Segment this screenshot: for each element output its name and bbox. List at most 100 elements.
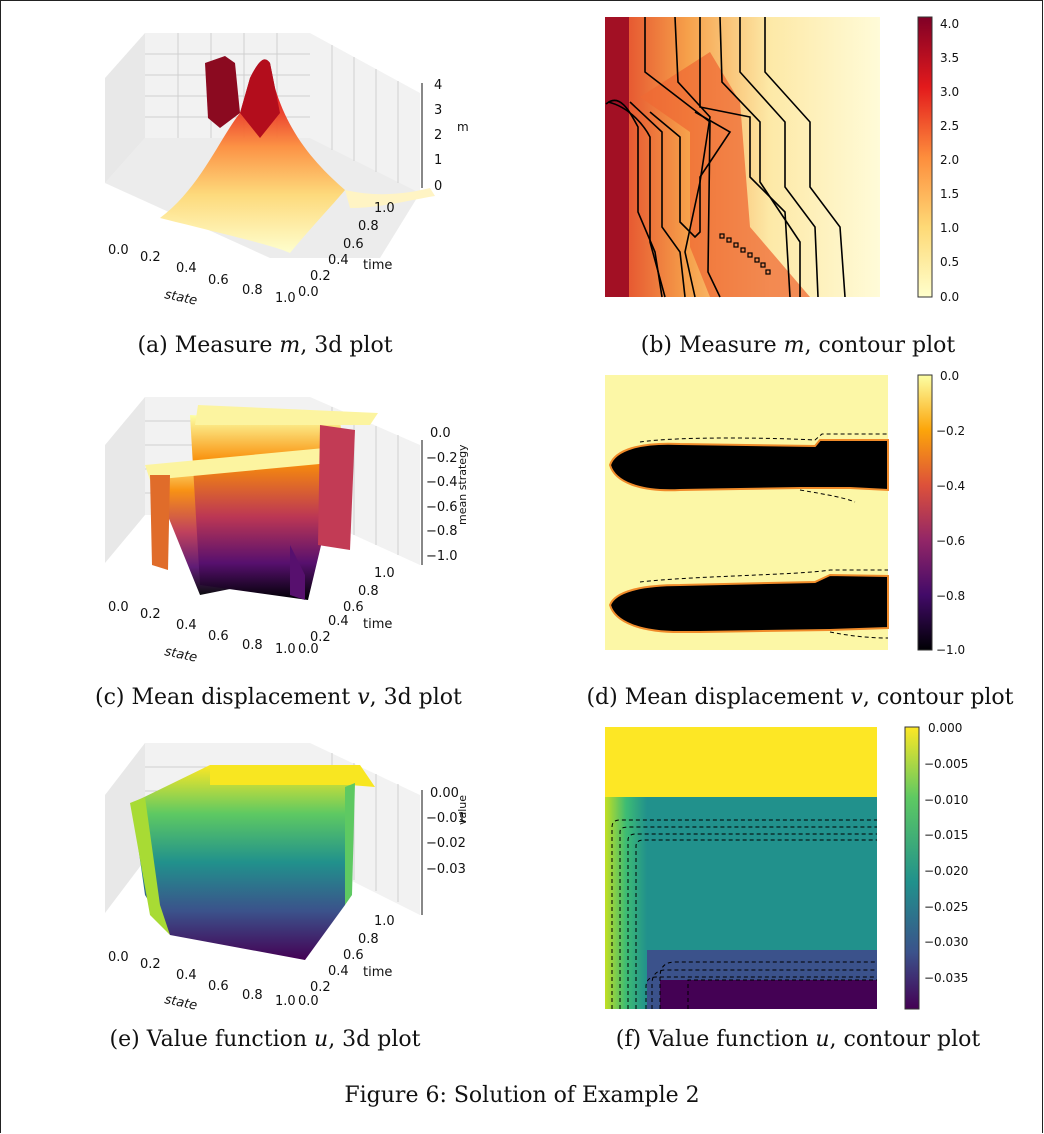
y-tick: 1.0 [374, 201, 395, 216]
pane-left [105, 743, 145, 913]
z-tick: 3 [434, 103, 442, 118]
z-tick: 0.00 [430, 786, 459, 801]
y-tick: 0.6 [343, 600, 364, 615]
chart-e: 0.00 −0.01 −0.02 −0.03 value 0.0 0.2 0.4… [105, 743, 469, 1014]
x-label: state [163, 992, 198, 1014]
cbar-tick: −0.4 [936, 479, 965, 493]
z-tick: −0.02 [426, 836, 466, 851]
cbar-tick: −0.035 [924, 971, 968, 985]
y-tick: 0.8 [358, 932, 379, 947]
z-tick: 0 [434, 179, 442, 194]
cbar-tick: −0.2 [936, 424, 965, 438]
chart-c: 0.0 −0.2 −0.4 −0.6 −0.8 −1.0 mean strate… [105, 397, 469, 665]
caption-d: (d) Mean displacement v, contour plot [586, 685, 1014, 710]
x-tick: 0.6 [208, 273, 229, 288]
z-tick: −0.4 [426, 475, 458, 490]
x-tick: 0.6 [208, 629, 229, 644]
y-tick: 0.6 [343, 948, 364, 963]
cbar-tick: −0.8 [936, 589, 965, 603]
x-tick: 0.8 [242, 283, 263, 298]
contour-markers [719, 233, 771, 275]
y-tick: 0.0 [298, 642, 319, 657]
cbar-tick: 0.000 [928, 722, 962, 735]
colorbar-ticks: 0.0 −0.2 −0.4 −0.6 −0.8 −1.0 [936, 370, 965, 657]
cbar-tick: 3.0 [940, 85, 959, 99]
cbar-tick: −0.010 [924, 793, 968, 807]
black-regions [608, 439, 889, 633]
z-tick: −0.01 [426, 811, 466, 826]
y-label: time [363, 617, 392, 632]
y-axis: 1.0 0.8 0.6 0.4 0.2 0.0 time [298, 566, 395, 657]
x-tick: 0.2 [140, 607, 161, 622]
colorbar-ticks: 4.0 3.5 3.0 2.5 2.0 1.5 1.0 0.5 0.0 [940, 17, 959, 304]
x-tick: 0.4 [176, 618, 197, 633]
surface-v [145, 405, 378, 600]
pane-left [105, 397, 145, 563]
x-tick: 1.0 [275, 642, 296, 657]
caption-f: (f) Value function u, contour plot [615, 1027, 981, 1052]
y-tick: 0.2 [310, 269, 331, 284]
z-axis: 0.0 −0.2 −0.4 −0.6 −0.8 −1.0 mean strate… [421, 426, 469, 565]
colorbar [917, 16, 933, 298]
x-axis: 0.0 0.2 0.4 0.6 0.8 1.0 state [108, 243, 296, 309]
chart-b: 4.0 3.5 3.0 2.5 2.0 1.5 1.0 0.5 0.0 [605, 16, 959, 304]
cbar-tick: −0.005 [924, 757, 968, 771]
x-tick: 0.8 [242, 638, 263, 653]
surface-m [160, 56, 435, 254]
caption-b: (b) Measure m, contour plot [640, 333, 956, 358]
x-tick: 0.2 [140, 957, 161, 972]
cbar-tick: 2.5 [940, 119, 959, 133]
x-tick: 0.6 [208, 979, 229, 994]
y-tick: 0.8 [358, 219, 379, 234]
contour-lines [605, 16, 846, 298]
y-tick: 1.0 [374, 914, 395, 929]
figure-caption: Figure 6: Solution of Example 2 [344, 1083, 700, 1108]
colorbar [904, 726, 920, 1010]
y-tick: 0.0 [298, 285, 319, 300]
caption-c: (c) Mean displacement v, 3d plot [95, 685, 462, 710]
y-axis: 1.0 0.8 0.6 0.4 0.2 0.0 time [298, 914, 395, 1009]
x-tick: 0.4 [176, 968, 197, 983]
y-tick: 0.2 [310, 630, 331, 645]
x-tick: 0.2 [140, 250, 161, 265]
chart-a: 4 3 2 1 0 m 0.0 0.2 0.4 0.6 0.8 1.0 stat… [105, 33, 469, 309]
y-tick: 0.2 [310, 980, 331, 995]
x-axis: 0.0 0.2 0.4 0.6 0.8 1.0 state [108, 600, 296, 665]
z-tick: 1 [434, 153, 442, 168]
z-tick: 2 [434, 128, 442, 143]
x-axis: 0.0 0.2 0.4 0.6 0.8 1.0 state [108, 950, 296, 1014]
x-label: state [163, 287, 198, 309]
dashed-contours [639, 433, 889, 639]
x-tick: 0.0 [108, 950, 129, 965]
y-axis: 1.0 0.8 0.6 0.4 0.2 0.0 time [298, 201, 395, 300]
x-tick: 1.0 [275, 994, 296, 1009]
z-tick: −0.6 [426, 500, 458, 515]
cbar-tick: −0.015 [924, 828, 968, 842]
z-tick: 0.0 [430, 426, 451, 441]
y-tick: 0.0 [298, 994, 319, 1009]
z-tick: −0.8 [426, 524, 458, 539]
x-tick: 0.0 [108, 243, 129, 258]
cbar-tick: 3.5 [940, 51, 959, 65]
x-tick: 1.0 [275, 291, 296, 306]
cbar-tick: −0.6 [936, 534, 965, 548]
x-tick: 0.0 [108, 600, 129, 615]
x-label: state [163, 644, 198, 665]
cbar-tick: 1.0 [940, 221, 959, 235]
cbar-tick: −0.030 [924, 935, 968, 949]
y-tick: 0.4 [328, 964, 349, 979]
x-tick: 0.4 [176, 261, 197, 276]
cbar-tick: 0.0 [940, 290, 959, 304]
y-tick: 1.0 [374, 566, 395, 581]
x-tick: 0.8 [242, 988, 263, 1003]
caption-a: (a) Measure m, 3d plot [137, 333, 393, 358]
z-tick: −0.2 [426, 451, 458, 466]
surface-u [130, 765, 375, 960]
chart-f: 0.000 −0.005 −0.010 −0.015 −0.020 −0.025… [605, 722, 968, 1010]
cbar-tick: 0.0 [940, 370, 959, 383]
cbar-tick: 0.5 [940, 255, 959, 269]
y-label: time [363, 965, 392, 980]
z-tick: 4 [434, 78, 442, 93]
z-label: m [457, 120, 469, 134]
cbar-tick: −0.020 [924, 864, 968, 878]
